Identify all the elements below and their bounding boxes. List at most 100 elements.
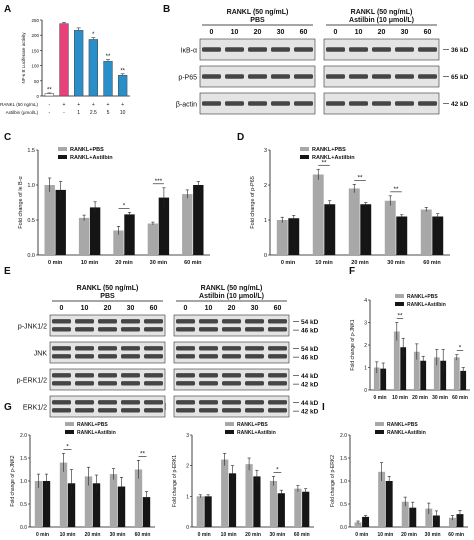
e-band bbox=[176, 327, 195, 332]
e-band bbox=[121, 354, 140, 359]
c-x-tick-label: 0 min bbox=[48, 260, 63, 266]
e-band bbox=[75, 327, 94, 332]
a-y-axis-label: NF-κ B Luciferase activity bbox=[21, 32, 26, 84]
h-bar bbox=[253, 476, 261, 527]
e-band bbox=[144, 408, 163, 413]
e-band bbox=[144, 319, 163, 324]
c-y-tick-label: 0.0 bbox=[27, 253, 35, 259]
d-y-tick-label: 2 bbox=[264, 183, 267, 189]
g-bar bbox=[67, 483, 76, 527]
g-bar bbox=[59, 462, 68, 527]
i-bar bbox=[409, 507, 417, 527]
c-x-tick-label: 20 min bbox=[115, 260, 133, 266]
b-band bbox=[225, 47, 244, 52]
a-bar bbox=[103, 61, 113, 97]
b-band bbox=[418, 101, 437, 106]
d-x-tick-label: 30 min bbox=[387, 260, 405, 266]
b-group-header: RANKL (50 ng/mL) bbox=[351, 9, 413, 16]
d-significance: ** bbox=[321, 159, 327, 166]
e-band bbox=[268, 381, 287, 386]
i-legend-label: RANKL+Astilbin bbox=[387, 430, 426, 436]
f-x-tick-label: 0 min bbox=[373, 395, 386, 401]
c-y-tick-label: 0.5 bbox=[27, 218, 35, 224]
b-time-label: 0 bbox=[210, 29, 214, 36]
g-x-tick-label: 10 min bbox=[60, 532, 76, 538]
i-legend-label: RANKL+PBS bbox=[387, 422, 418, 428]
i-bar bbox=[354, 522, 362, 527]
b-time-label: 60 bbox=[424, 29, 432, 36]
d-bar bbox=[312, 174, 324, 255]
e-row-label: p-ERK1/2 bbox=[17, 378, 47, 385]
b-band bbox=[349, 101, 368, 106]
e-band bbox=[75, 354, 94, 359]
e-band bbox=[144, 327, 163, 332]
b-band bbox=[294, 101, 313, 106]
e-blot-strip bbox=[173, 314, 290, 337]
b-band bbox=[248, 47, 267, 52]
h-legend-label: RANKL+PBS bbox=[237, 422, 268, 428]
c-legend-swatch bbox=[58, 147, 67, 151]
f-y-tick-label: 3 bbox=[364, 321, 367, 327]
g-bar bbox=[84, 476, 93, 527]
d-x-tick-label: 10 min bbox=[315, 260, 333, 266]
e-time-label: 10 bbox=[205, 305, 213, 312]
c-bar bbox=[158, 197, 170, 255]
g-y-tick-label: 1.5 bbox=[20, 456, 27, 462]
e-band bbox=[268, 373, 287, 378]
f-bar bbox=[380, 368, 387, 390]
a-row-cell: - bbox=[48, 102, 50, 108]
b-group-header: RANKL (50 ng/mL) bbox=[227, 9, 289, 16]
g-bar bbox=[34, 481, 43, 527]
g-legend-swatch bbox=[65, 422, 74, 426]
h-bar bbox=[269, 481, 278, 527]
i-bar bbox=[448, 517, 456, 527]
i-y-tick-label: 1.5 bbox=[340, 456, 347, 462]
e-band bbox=[144, 346, 163, 351]
i-legend-swatch bbox=[375, 430, 384, 434]
e-band bbox=[199, 408, 218, 413]
e-row-label: ERK1/2 bbox=[23, 405, 47, 412]
i-x-tick-label: 0 min bbox=[355, 532, 368, 538]
a-bar bbox=[74, 30, 84, 97]
f-y-tick-label: 0 bbox=[364, 388, 367, 394]
a-row-cell: 2.5 bbox=[90, 110, 97, 116]
e-band bbox=[98, 346, 117, 351]
e-time-label: 30 bbox=[251, 305, 259, 312]
b-band bbox=[418, 74, 437, 79]
b-group-subheader: PBS bbox=[250, 17, 265, 24]
e-band bbox=[121, 400, 140, 405]
h-x-tick-label: 60 min bbox=[294, 532, 310, 538]
e-band bbox=[98, 373, 117, 378]
i-y-tick-label: 0.0 bbox=[340, 525, 347, 531]
e-band bbox=[121, 373, 140, 378]
e-band bbox=[245, 327, 264, 332]
d-x-tick-label: 60 min bbox=[423, 260, 441, 266]
e-kd-label: 54 kD bbox=[301, 346, 319, 353]
i-x-tick-label: 30 min bbox=[425, 532, 441, 538]
e-band bbox=[121, 408, 140, 413]
b-row-label: IκB-α bbox=[181, 48, 198, 55]
a-significance: * bbox=[92, 32, 95, 38]
e-band bbox=[245, 319, 264, 324]
e-band bbox=[222, 319, 241, 324]
g-y-tick-label: 0.5 bbox=[20, 502, 27, 508]
h-bar bbox=[277, 493, 285, 527]
g-x-tick-label: 60 min bbox=[135, 532, 151, 538]
g-bar bbox=[42, 481, 51, 527]
d-legend-swatch bbox=[300, 155, 309, 159]
e-band bbox=[222, 346, 241, 351]
a-bar bbox=[118, 75, 128, 97]
c-legend-swatch bbox=[58, 155, 67, 159]
f-legend-label: RANKL+Astilbin bbox=[407, 302, 446, 308]
h-bar bbox=[294, 488, 302, 527]
h-bar bbox=[302, 491, 310, 527]
i-bar bbox=[385, 481, 393, 527]
e-blot-strip bbox=[49, 341, 166, 364]
b-band bbox=[271, 47, 290, 52]
a-row-cell: + bbox=[121, 102, 124, 108]
b-row-label: p-P65 bbox=[178, 75, 197, 82]
e-blot-strip bbox=[49, 314, 166, 337]
e-band bbox=[199, 346, 218, 351]
h-legend-label: RANKL+Astilbin bbox=[237, 430, 276, 436]
i-bar bbox=[401, 501, 409, 527]
